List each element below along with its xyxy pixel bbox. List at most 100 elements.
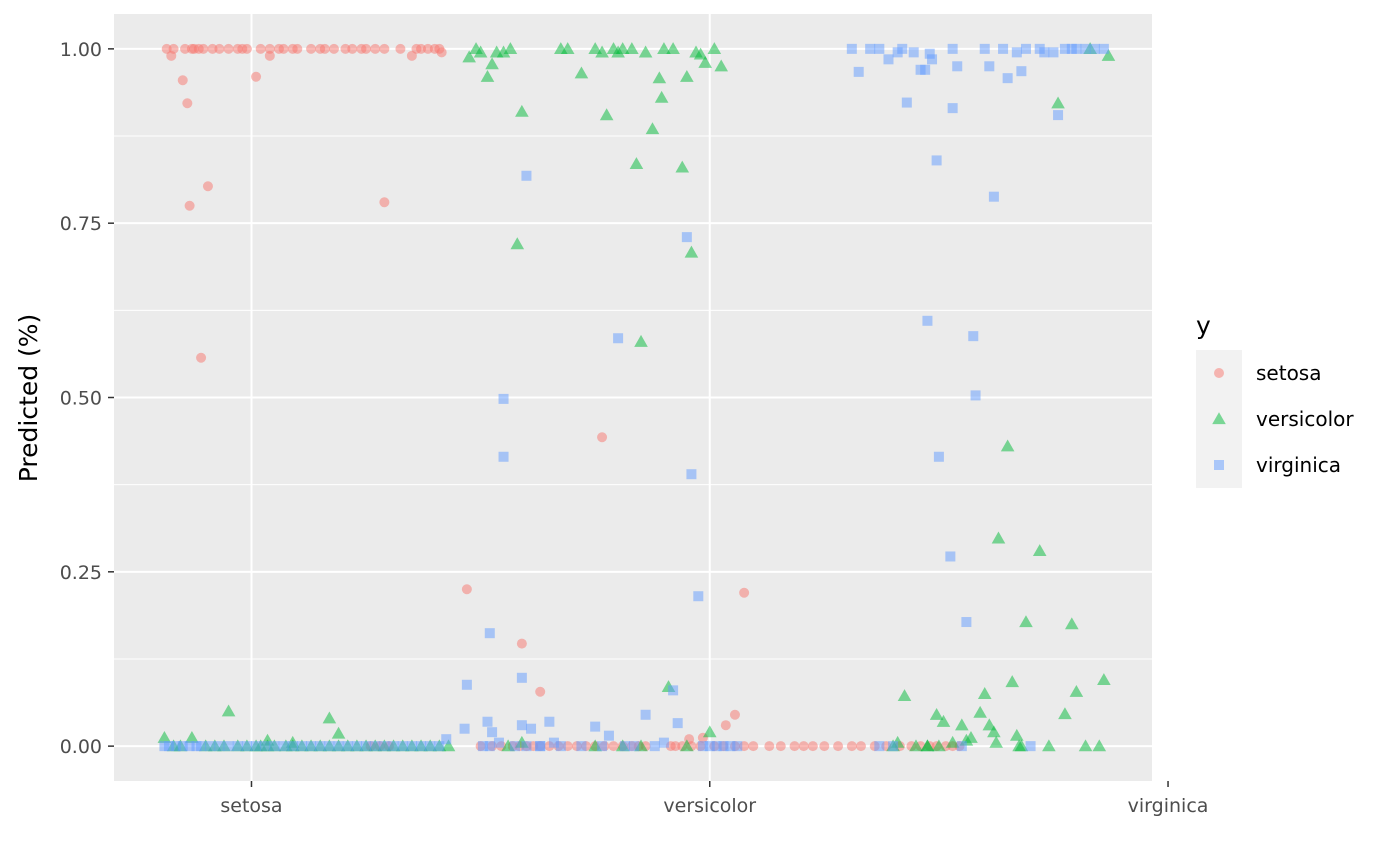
data-point-versicolor xyxy=(932,739,946,752)
data-point-virginica xyxy=(1048,47,1059,58)
data-point-virginica xyxy=(947,43,958,54)
data-point-versicolor xyxy=(991,531,1006,544)
data-point-versicolor xyxy=(955,718,969,731)
data-point-versicolor xyxy=(666,42,680,54)
data-point-virginica xyxy=(434,741,445,752)
data-point-versicolor xyxy=(936,714,951,727)
data-point-setosa xyxy=(255,43,266,54)
data-point-versicolor xyxy=(714,59,729,72)
data-point-virginica xyxy=(251,741,262,752)
data-point-virginica xyxy=(597,741,608,752)
data-point-versicolor xyxy=(680,739,694,752)
data-point-virginica xyxy=(1059,43,1070,54)
data-point-virginica xyxy=(351,741,362,752)
data-point-virginica xyxy=(1002,73,1013,84)
data-point-versicolor xyxy=(945,735,960,748)
data-point-setosa xyxy=(729,709,740,720)
data-point-virginica xyxy=(947,103,958,114)
data-point-virginica xyxy=(668,685,679,696)
data-point-virginica xyxy=(1011,47,1022,58)
data-point-setosa xyxy=(833,741,844,752)
data-point-virginica xyxy=(521,170,532,181)
data-point-virginica xyxy=(874,741,885,752)
data-point-versicolor xyxy=(510,237,525,250)
data-point-versicolor xyxy=(515,104,529,117)
data-point-virginica xyxy=(952,61,963,72)
data-point-virginica xyxy=(658,737,669,748)
data-point-virginica xyxy=(931,155,942,166)
data-point-setosa xyxy=(379,197,390,208)
data-point-setosa xyxy=(278,43,289,54)
data-point-versicolor xyxy=(480,69,495,82)
data-point-versicolor xyxy=(599,108,614,121)
data-point-setosa xyxy=(319,43,330,54)
data-point-virginica xyxy=(498,451,509,462)
data-point-versicolor xyxy=(588,42,602,54)
data-point-virginica xyxy=(961,617,972,628)
data-point-virginica xyxy=(278,741,289,752)
data-point-virginica xyxy=(484,741,495,752)
data-point-setosa xyxy=(739,587,750,598)
data-point-setosa xyxy=(328,43,339,54)
data-point-virginica xyxy=(306,741,317,752)
data-point-setosa xyxy=(764,741,775,752)
data-point-setosa xyxy=(436,47,447,58)
data-point-virginica xyxy=(883,54,894,65)
data-point-virginica xyxy=(984,61,995,72)
data-point-virginica xyxy=(324,741,335,752)
data-point-virginica xyxy=(406,741,417,752)
data-point-setosa xyxy=(184,200,195,211)
data-point-versicolor xyxy=(645,122,660,135)
data-point-virginica xyxy=(927,54,938,65)
legend-key-virginica xyxy=(1214,460,1224,470)
data-point-virginica xyxy=(846,43,857,54)
y-axis: 0.00 0.25 0.50 0.75 1.00 xyxy=(60,39,114,758)
data-point-versicolor xyxy=(1058,707,1072,720)
data-point-setosa xyxy=(819,741,830,752)
data-point-versicolor xyxy=(897,689,912,702)
data-point-versicolor xyxy=(441,739,456,752)
data-point-virginica xyxy=(223,741,234,752)
x-tick-label: virginica xyxy=(1128,795,1209,817)
data-point-setosa xyxy=(422,43,433,54)
data-point-virginica xyxy=(397,741,408,752)
data-point-virginica xyxy=(555,741,566,752)
data-point-virginica xyxy=(933,451,944,462)
data-point-virginica xyxy=(482,716,493,727)
data-point-virginica xyxy=(640,709,651,720)
data-point-versicolor xyxy=(920,739,935,752)
data-point-versicolor xyxy=(629,157,644,170)
data-point-virginica xyxy=(1025,741,1036,752)
data-point-versicolor xyxy=(496,45,511,58)
data-points xyxy=(157,42,1116,752)
data-point-versicolor xyxy=(615,42,630,54)
data-point-versicolor xyxy=(977,687,992,699)
y-tick-label: 0.75 xyxy=(60,213,102,235)
data-point-virginica xyxy=(361,741,372,752)
y-axis-title: Predicted (%) xyxy=(14,314,43,483)
data-point-setosa xyxy=(168,43,179,54)
data-point-setosa xyxy=(608,741,619,752)
data-point-virginica xyxy=(693,591,704,602)
data-point-virginica xyxy=(526,723,537,734)
data-point-virginica xyxy=(897,43,908,54)
data-point-virginica xyxy=(342,741,353,752)
data-point-virginica xyxy=(484,628,495,639)
data-point-versicolor xyxy=(503,42,518,54)
data-point-versicolor xyxy=(702,725,717,738)
data-point-virginica xyxy=(697,741,708,752)
data-point-versicolor xyxy=(221,704,236,717)
data-point-virginica xyxy=(853,66,864,77)
data-point-versicolor xyxy=(185,730,199,743)
data-point-versicolor xyxy=(1042,739,1056,752)
data-point-virginica xyxy=(865,43,876,54)
data-point-virginica xyxy=(988,191,999,202)
data-point-setosa xyxy=(720,720,731,731)
data-point-virginica xyxy=(672,718,683,729)
data-point-setosa xyxy=(798,741,809,752)
data-point-virginica xyxy=(170,741,181,752)
data-point-virginica xyxy=(370,741,381,752)
data-point-setosa xyxy=(340,43,351,54)
data-point-virginica xyxy=(732,741,743,752)
